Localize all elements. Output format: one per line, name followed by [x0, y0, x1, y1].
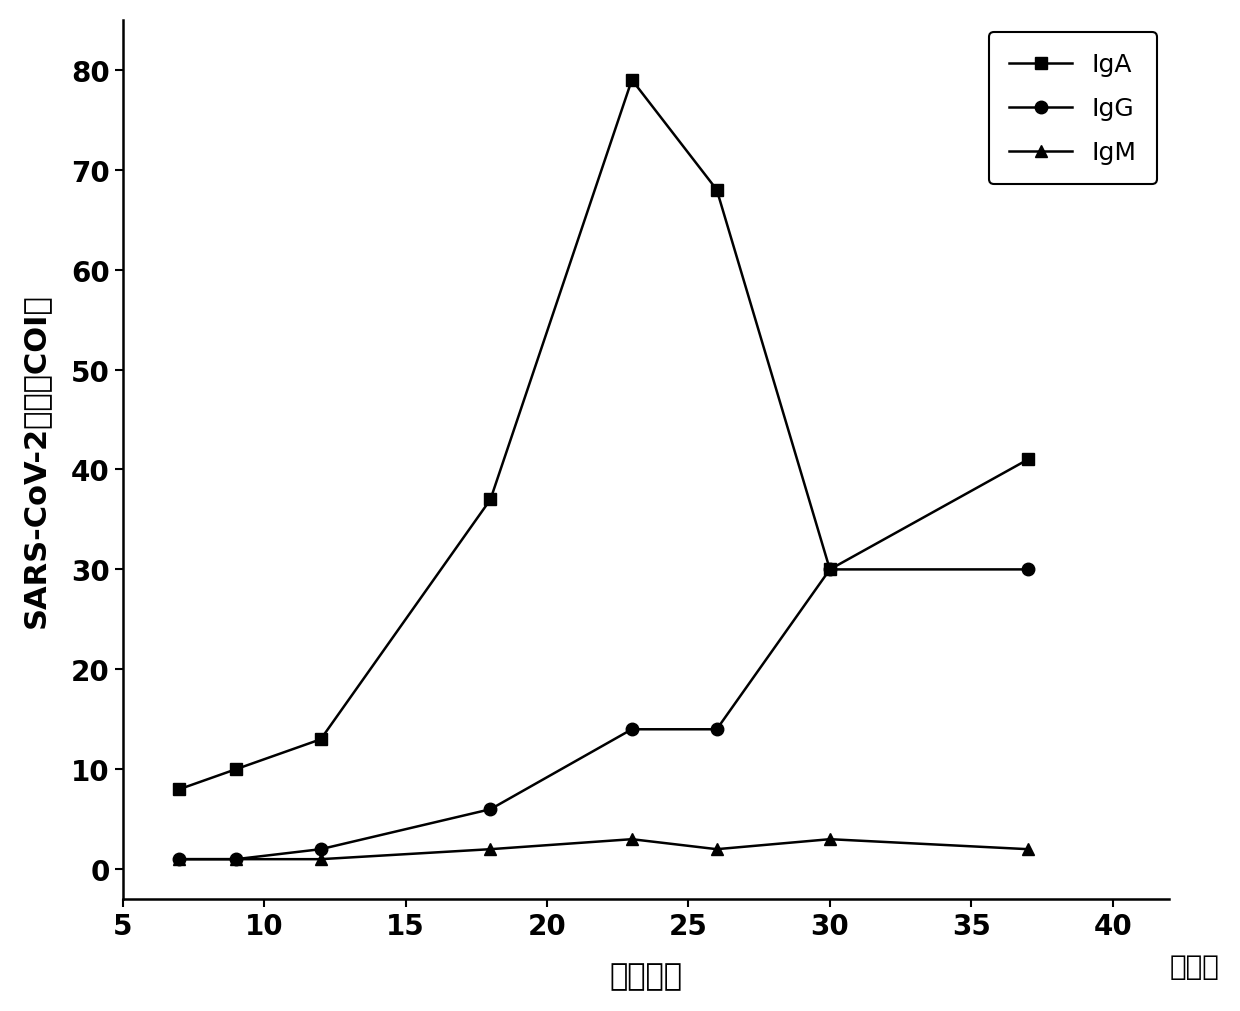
IgG: [314, 843, 329, 855]
Line: IgA: IgA: [174, 75, 1034, 796]
IgG: [709, 724, 724, 736]
IgA: [484, 494, 498, 507]
Line: IgG: IgG: [174, 563, 1034, 865]
IgM: [484, 843, 498, 855]
IgG: [484, 804, 498, 816]
IgM: [1021, 843, 1035, 855]
IgM: [822, 833, 837, 845]
IgA: [709, 184, 724, 196]
IgA: [172, 784, 187, 796]
IgA: [228, 763, 243, 775]
IgG: [1021, 564, 1035, 576]
IgM: [625, 833, 640, 845]
IgG: [822, 564, 837, 576]
IgG: [625, 724, 640, 736]
IgA: [822, 564, 837, 576]
IgA: [625, 75, 640, 87]
Text: （天）: （天）: [1169, 952, 1219, 980]
IgA: [314, 733, 329, 745]
X-axis label: 发病时间: 发病时间: [610, 961, 682, 990]
IgM: [314, 853, 329, 865]
IgM: [172, 853, 187, 865]
Y-axis label: SARS-CoV-2抗体（COI）: SARS-CoV-2抗体（COI）: [21, 293, 50, 627]
Legend: IgA, IgG, IgM: IgA, IgG, IgM: [990, 33, 1157, 185]
IgM: [709, 843, 724, 855]
Line: IgM: IgM: [174, 833, 1034, 865]
IgM: [228, 853, 243, 865]
IgG: [228, 853, 243, 865]
IgA: [1021, 454, 1035, 466]
IgG: [172, 853, 187, 865]
